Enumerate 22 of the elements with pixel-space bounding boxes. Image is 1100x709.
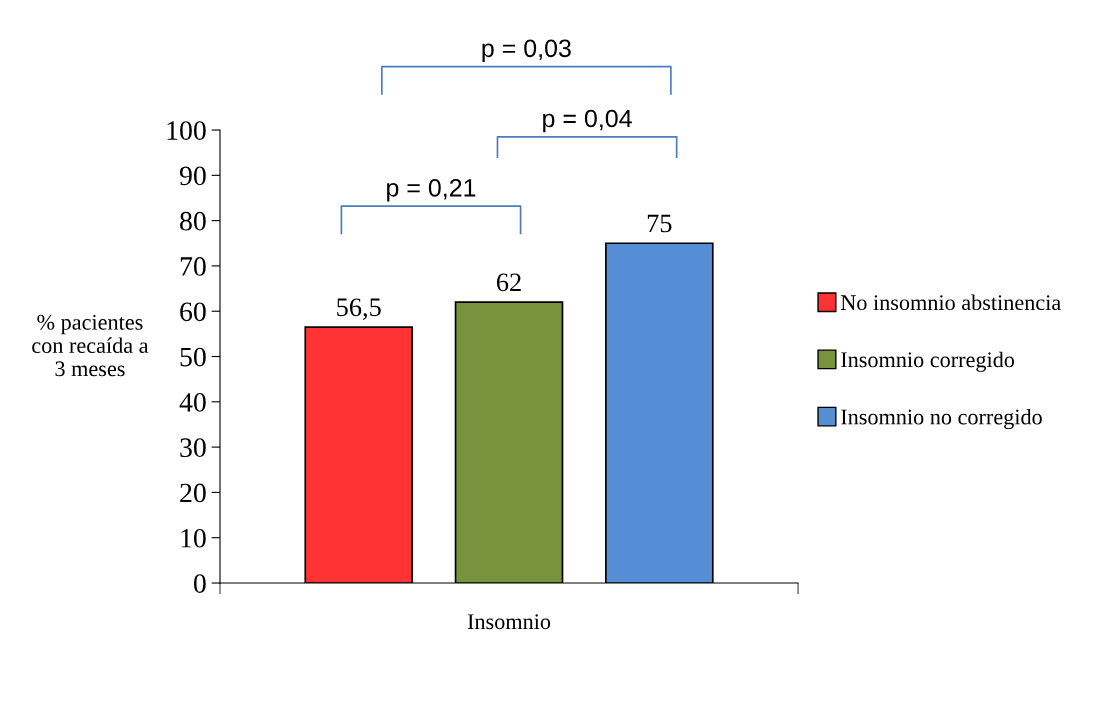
y-tick-label: 10 <box>181 528 206 548</box>
y-tick-label: 70 <box>180 257 206 276</box>
data-label: 75 <box>647 214 672 233</box>
y-tick-label: 0 <box>193 574 206 593</box>
data-label: 62 <box>496 273 521 292</box>
y-tick-label: 80 <box>180 211 206 231</box>
legend-label: Insomnio no corregido <box>841 408 1042 430</box>
legend-label: No insomnio abstinencia <box>840 294 1061 311</box>
y-axis-title: % pacientes con recaída a 3 meses <box>32 314 149 377</box>
y-tick-label: 90 <box>179 166 206 186</box>
y-tick-label: 30 <box>180 438 206 458</box>
y-tick-label: 20 <box>180 483 206 503</box>
y-tick-label: 50 <box>180 347 206 367</box>
legend-label: Insomnio corregido <box>841 351 1015 372</box>
y-tick-label: 100 <box>167 121 206 140</box>
y-tick-label: 40 <box>179 392 206 412</box>
data-label: 56,5 <box>337 298 381 320</box>
x-tick-label: Insomnio <box>467 614 551 630</box>
annotation: p = 0,04 <box>543 109 632 133</box>
annotation: p = 0,21 <box>387 178 476 202</box>
y-tick-label: 60 <box>180 302 206 322</box>
text: p = 0,03 <box>482 39 571 63</box>
